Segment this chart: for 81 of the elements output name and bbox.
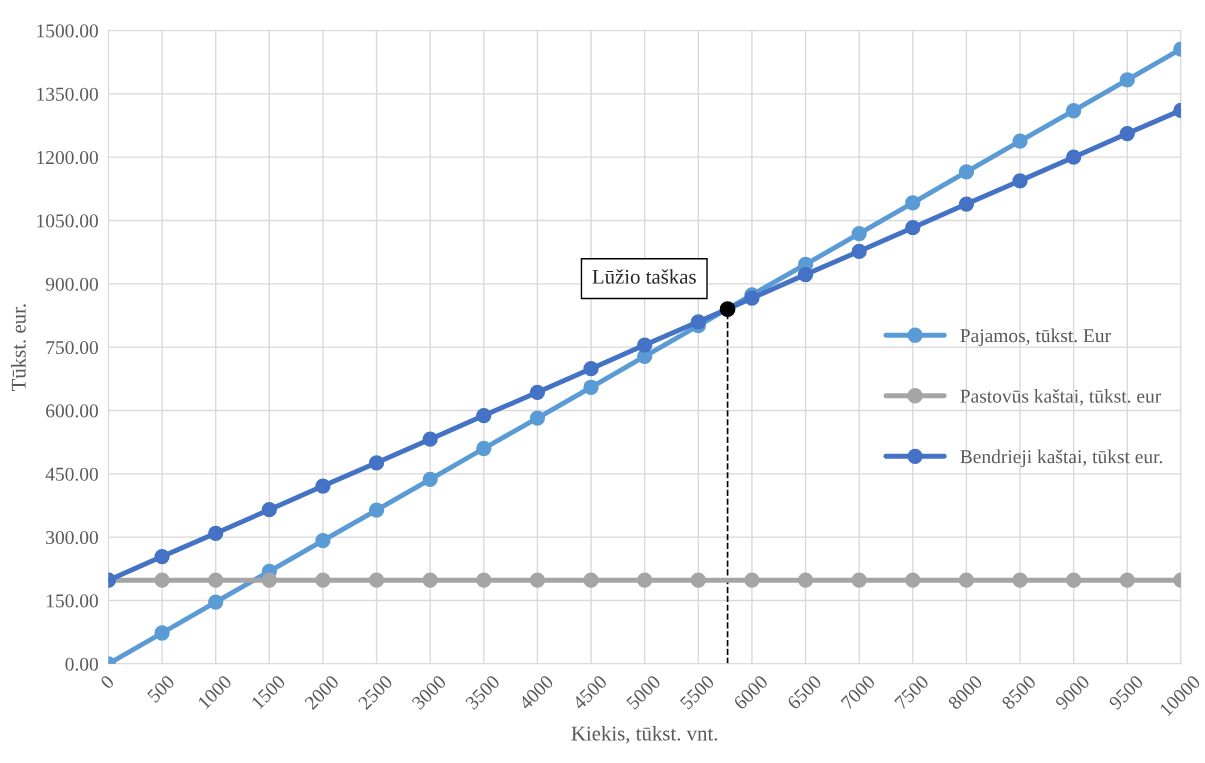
point	[208, 572, 224, 588]
x-tick-label: 7500	[894, 674, 930, 710]
point	[905, 195, 921, 211]
point	[154, 548, 170, 565]
y-tick-label: 450.00	[45, 467, 98, 481]
x-axis-title: Kiekis, tūkst. vnt.	[571, 725, 718, 744]
y-tick-label: 1500.00	[37, 24, 98, 38]
y-tick-label: 1350.00	[37, 87, 98, 101]
point	[1066, 103, 1082, 119]
point	[637, 337, 653, 353]
x-tick-label: 6500	[786, 674, 823, 711]
point	[1066, 149, 1082, 165]
point	[154, 572, 170, 588]
point	[797, 266, 814, 283]
point	[637, 572, 653, 588]
y-tick-label: 150.00	[46, 594, 98, 608]
point	[208, 594, 224, 610]
point	[690, 314, 706, 330]
point	[1012, 173, 1028, 189]
point	[851, 572, 867, 588]
legend-label: Pajamos, tūkst. Eur	[960, 328, 1111, 347]
x-tick-label: 6000	[732, 674, 769, 711]
x-tick-label: 0	[99, 674, 115, 690]
y-tick-label: 0.00	[65, 657, 98, 671]
point	[583, 379, 599, 395]
point	[905, 572, 921, 588]
point	[154, 625, 170, 641]
point	[368, 502, 385, 518]
x-tick-label: 4500	[571, 674, 608, 711]
point	[208, 525, 224, 541]
x-tick-label: 4000	[518, 674, 555, 711]
y-tick-label: 900.00	[45, 277, 98, 291]
x-tick-label: 7000	[840, 674, 876, 710]
y-tick-label: 1200.00	[37, 150, 98, 165]
x-tick-label: 8000	[947, 674, 984, 711]
x-tick-label: 8500	[1000, 674, 1037, 711]
point	[315, 532, 331, 549]
point	[958, 164, 975, 180]
point	[529, 410, 546, 426]
point	[851, 225, 867, 242]
point	[476, 440, 492, 457]
point	[719, 301, 736, 318]
x-tick-label: 1000	[197, 674, 233, 710]
y-tick-label: 1050.00	[37, 214, 98, 228]
point	[1066, 572, 1082, 588]
point	[368, 572, 385, 588]
point	[315, 572, 331, 588]
point	[690, 572, 706, 588]
point	[851, 243, 867, 259]
point	[476, 572, 492, 588]
point	[529, 572, 546, 588]
legend-label: Bendrieji kaštai, tūkst eur.	[960, 449, 1163, 468]
point	[261, 572, 277, 588]
x-tick-label: 1500	[250, 674, 286, 710]
legend-label: Pastovūs kaštai, tūkst. eur	[960, 389, 1162, 406]
point	[315, 478, 331, 494]
point	[583, 361, 599, 377]
annotation: Lūžio taškas	[592, 269, 696, 284]
point	[1119, 72, 1135, 88]
point	[1012, 133, 1028, 149]
point	[1119, 125, 1135, 142]
y-tick-label: 300.00	[46, 530, 98, 545]
point	[958, 572, 975, 588]
point	[422, 431, 438, 447]
point	[958, 196, 975, 212]
y-tick-label: 600.00	[46, 404, 98, 418]
point	[744, 572, 760, 588]
y-axis-title: Tūkst. eur.	[11, 304, 26, 392]
point	[1119, 572, 1135, 588]
point	[422, 471, 438, 487]
y-tick-label: 750.00	[46, 340, 98, 355]
point	[529, 384, 546, 400]
point	[368, 455, 385, 471]
point	[422, 572, 438, 588]
point	[1012, 572, 1028, 588]
point	[476, 407, 492, 424]
point	[583, 572, 599, 588]
point	[797, 572, 814, 588]
point	[261, 502, 277, 518]
x-tick-label: 500	[146, 674, 176, 704]
point	[905, 220, 921, 236]
